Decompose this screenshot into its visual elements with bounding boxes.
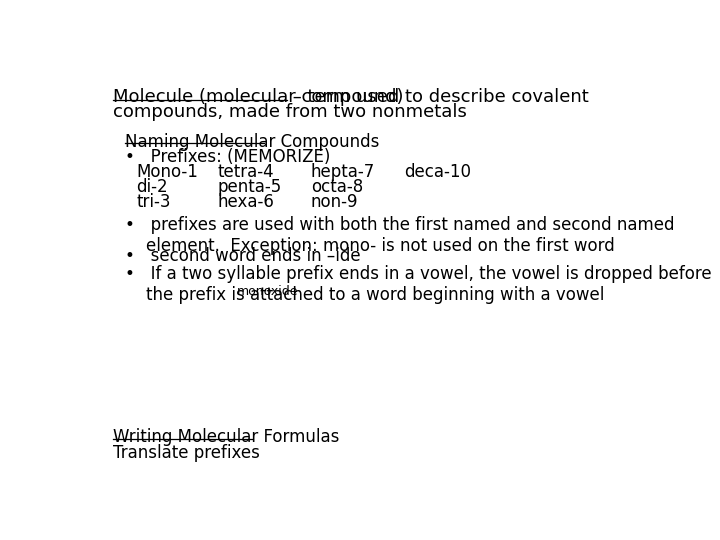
- Text: •   If a two syllable prefix ends in a vowel, the vowel is dropped before
    th: • If a two syllable prefix ends in a vow…: [125, 265, 711, 304]
- Text: tetra-4: tetra-4: [218, 164, 274, 181]
- Text: tri-3: tri-3: [137, 193, 171, 211]
- Text: di-2: di-2: [137, 178, 168, 196]
- Text: •   second word ends in –ide: • second word ends in –ide: [125, 247, 361, 265]
- Text: Writing Molecular Formulas: Writing Molecular Formulas: [113, 428, 340, 446]
- Text: Naming Molecular Compounds: Naming Molecular Compounds: [125, 132, 379, 151]
- Text: •   prefixes are used with both the first named and second named
    element.  E: • prefixes are used with both the first …: [125, 217, 675, 255]
- Text: non-9: non-9: [311, 193, 359, 211]
- Text: penta-5: penta-5: [218, 178, 282, 196]
- Text: Mono-1: Mono-1: [137, 164, 199, 181]
- Text: octa-8: octa-8: [311, 178, 363, 196]
- Text: monoxide: monoxide: [238, 285, 299, 298]
- Text: compounds, made from two nonmetals: compounds, made from two nonmetals: [113, 103, 467, 120]
- Text: hexa-6: hexa-6: [218, 193, 275, 211]
- Text: hepta-7: hepta-7: [311, 164, 375, 181]
- Text: – term used to describe covalent: – term used to describe covalent: [287, 88, 589, 106]
- Text: •   Prefixes: (MEMORIZE): • Prefixes: (MEMORIZE): [125, 148, 330, 166]
- Text: Molecule (molecular compound): Molecule (molecular compound): [113, 88, 404, 106]
- Text: Translate prefixes: Translate prefixes: [113, 444, 260, 462]
- Text: deca-10: deca-10: [404, 164, 471, 181]
